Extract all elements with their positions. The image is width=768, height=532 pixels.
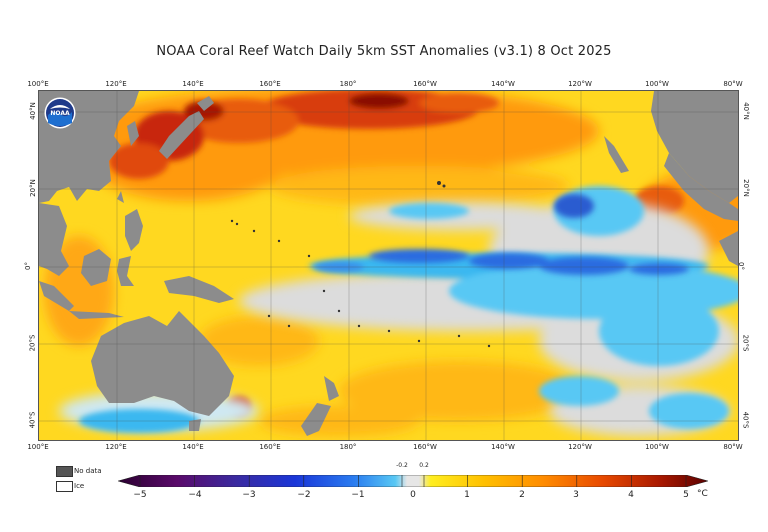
- top-tick: 80°W: [723, 80, 743, 88]
- colorbar-label: 1: [464, 490, 470, 500]
- map-svg: [39, 91, 738, 440]
- colorbar-label: −1: [351, 490, 365, 500]
- right-tick: 40°S: [741, 411, 750, 429]
- right-tick: 40°N: [741, 102, 750, 120]
- bottom-tick: 180°: [339, 443, 357, 451]
- bottom-tick: 140°W: [491, 443, 515, 451]
- top-tick: 180°: [339, 80, 357, 88]
- bottom-tick: 100°W: [645, 443, 669, 451]
- colorbar-label: −3: [242, 490, 256, 500]
- borneo-landmass: [81, 249, 111, 286]
- philippines-landmass: [125, 209, 143, 251]
- left-tick: 20°N: [28, 179, 37, 197]
- top-tick: 120°E: [105, 80, 127, 88]
- colorbar-label: 0: [410, 490, 416, 500]
- cold-anomaly-regions: [314, 194, 689, 275]
- colorbar-svg: [116, 474, 710, 488]
- top-tick: 140°W: [491, 80, 515, 88]
- new-guinea-landmass: [164, 276, 234, 303]
- top-tick: 100°E: [27, 80, 49, 88]
- hot-anomaly-regions: [109, 91, 684, 416]
- left-tick: 0°: [23, 262, 32, 270]
- left-tick: 40°S: [28, 411, 37, 429]
- colorbar-small-label: -0.2: [396, 462, 408, 469]
- bottom-tick: 160°E: [259, 443, 281, 451]
- colorbar-small-label: 0.2: [419, 462, 429, 469]
- left-tick: 20°S: [28, 334, 37, 352]
- no-data-label: No data: [74, 467, 102, 475]
- colorbar-label: 5: [683, 490, 689, 500]
- colorbar-label: −4: [188, 490, 202, 500]
- bottom-tick: 120°W: [568, 443, 592, 451]
- no-data-swatch: [56, 466, 73, 477]
- right-tick: 20°N: [741, 179, 750, 197]
- north-america-landmass: [651, 91, 738, 203]
- colorbar-label: 2: [519, 490, 525, 500]
- new-zealand-landmass: [301, 403, 331, 436]
- colorbar-label: −5: [133, 490, 147, 500]
- bottom-tick: 160°W: [413, 443, 437, 451]
- colorbar-unit: °C: [697, 489, 708, 499]
- bottom-tick: 100°E: [27, 443, 49, 451]
- graticule: [39, 91, 738, 440]
- bottom-tick: 140°E: [182, 443, 204, 451]
- bottom-tick: 80°W: [723, 443, 743, 451]
- svg-text:NOAA: NOAA: [50, 110, 70, 117]
- map-title: NOAA Coral Reef Watch Daily 5km SST Anom…: [156, 44, 612, 59]
- top-tick: 140°E: [182, 80, 204, 88]
- colorbar-label: 3: [573, 490, 579, 500]
- ice-swatch: [56, 481, 73, 492]
- ice-label: Ice: [74, 482, 85, 490]
- noaa-logo-icon: NOAA: [44, 97, 76, 129]
- top-tick: 100°W: [645, 80, 669, 88]
- sst-anomaly-map: [38, 90, 739, 441]
- top-tick: 160°E: [259, 80, 281, 88]
- left-tick: 40°N: [28, 102, 37, 120]
- japan-landmass: [159, 111, 204, 159]
- colorbar: [116, 472, 710, 488]
- island-markers: [230, 181, 491, 348]
- right-tick: 20°S: [741, 334, 750, 352]
- colorbar-label: −2: [297, 490, 311, 500]
- noaa-logo: NOAA: [44, 97, 76, 129]
- top-tick: 120°W: [568, 80, 592, 88]
- land-masses: [39, 91, 738, 436]
- bottom-tick: 120°E: [105, 443, 127, 451]
- colorbar-label: 4: [628, 490, 634, 500]
- australia-landmass: [91, 311, 234, 416]
- top-tick: 160°W: [413, 80, 437, 88]
